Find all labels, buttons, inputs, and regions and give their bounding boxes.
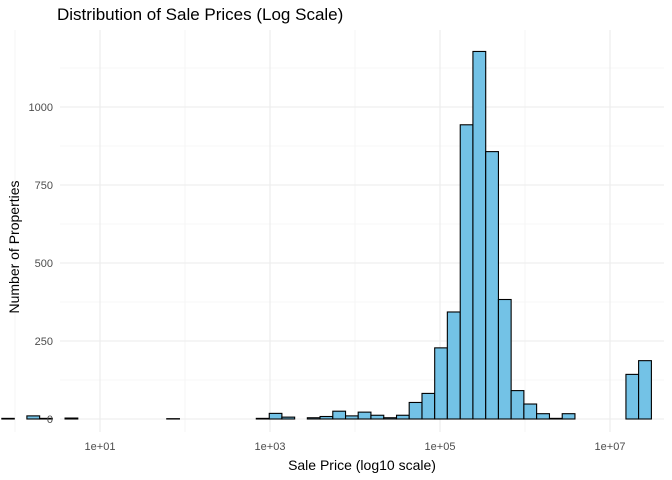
histogram-bar — [510, 390, 525, 420]
histogram-bar — [446, 311, 461, 420]
histogram-bar — [1, 417, 15, 420]
histogram-bar — [434, 347, 448, 420]
histogram-bar — [39, 417, 53, 420]
histogram-bar — [421, 392, 436, 420]
y-axis-ticks: 0 250 500 750 1000 — [29, 102, 53, 426]
x-axis-title: Sale Price (log10 scale) — [288, 457, 436, 473]
y-axis-title: Number of Properties — [6, 180, 22, 313]
y-tick-label: 500 — [35, 258, 53, 270]
y-tick-label: 1000 — [29, 102, 53, 114]
x-tick-label: 1e+01 — [85, 441, 116, 453]
chart-title: Distribution of Sale Prices (Log Scale) — [57, 5, 344, 24]
histogram-bar — [485, 151, 499, 420]
histogram-bar — [497, 298, 512, 420]
histogram-bar — [383, 417, 398, 420]
histogram-bar — [268, 412, 283, 420]
histogram-bar — [408, 401, 423, 420]
histogram-bar — [64, 417, 79, 420]
histogram-bar — [548, 417, 563, 420]
histogram-bar — [357, 411, 372, 420]
x-tick-label: 1e+05 — [425, 441, 456, 453]
histogram-bar — [523, 403, 538, 420]
histogram-bar — [370, 414, 385, 420]
grid — [14, 30, 664, 432]
histogram-bar — [306, 417, 321, 420]
histogram-bar — [344, 415, 359, 420]
x-tick-label: 1e+03 — [255, 441, 286, 453]
x-tick-label: 1e+07 — [595, 441, 626, 453]
histogram-bar — [459, 124, 474, 420]
histogram-bar — [281, 416, 296, 420]
histogram-bar — [332, 410, 347, 420]
histogram-bar — [625, 373, 640, 420]
x-axis-ticks: 1e+01 1e+03 1e+05 1e+07 — [85, 441, 626, 453]
bars — [1, 50, 652, 420]
histogram-bar — [255, 417, 270, 420]
histogram-bar — [638, 360, 652, 420]
y-tick-label: 0 — [47, 414, 53, 426]
histogram-bar — [26, 415, 41, 420]
histogram-bar — [536, 413, 551, 420]
y-tick-label: 250 — [35, 336, 53, 348]
histogram-bar — [395, 414, 410, 420]
histogram-bar — [472, 50, 487, 420]
histogram-bar — [561, 413, 576, 420]
y-tick-label: 750 — [35, 180, 53, 192]
histogram-bar — [319, 415, 334, 420]
